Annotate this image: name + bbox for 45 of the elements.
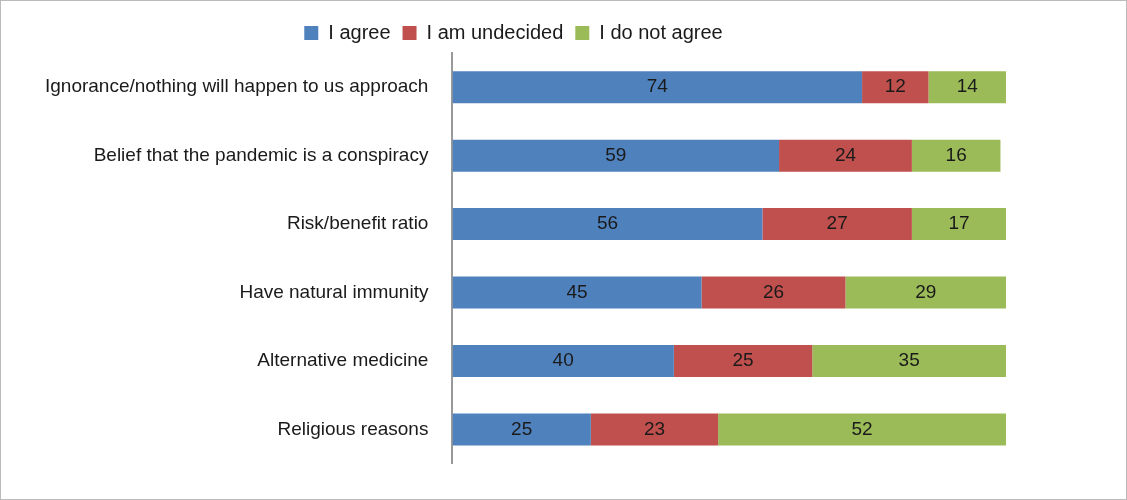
bar: [673, 344, 813, 377]
data-label: 17: [948, 212, 970, 234]
bar: [452, 276, 702, 309]
data-label: 14: [956, 75, 979, 97]
bar: [779, 139, 912, 172]
data-label: 35: [898, 349, 920, 371]
bar: [452, 208, 763, 241]
bar: [590, 413, 719, 446]
data-label: 27: [826, 212, 848, 234]
data-label: 59: [605, 143, 627, 165]
data-label: 26: [762, 280, 785, 302]
data-label: 56: [596, 212, 619, 234]
bar: [452, 413, 591, 446]
y-tick-label: Risk/benefit ratio: [286, 212, 429, 234]
data-label: 16: [945, 143, 967, 165]
y-tick-label: Belief that the pandemic is a conspiracy: [93, 143, 429, 165]
y-tick-label: Have natural immunity: [239, 280, 429, 302]
data-label: 45: [566, 280, 588, 302]
bar: [452, 71, 863, 104]
bar: [911, 139, 1001, 172]
bar: [701, 276, 846, 309]
data-label: 23: [643, 417, 666, 439]
data-label: 52: [851, 417, 873, 439]
bar: [452, 344, 674, 377]
bar: [812, 344, 1006, 377]
y-tick-label: Alternative medicine: [257, 349, 429, 371]
data-label: 74: [646, 75, 669, 97]
data-label: 12: [884, 75, 906, 97]
y-tick-label: Religious reasons: [277, 417, 429, 439]
bar: [928, 71, 1006, 104]
legend-label: I am undecided: [426, 20, 564, 43]
bar: [862, 71, 929, 104]
legend-label: I agree: [328, 20, 391, 43]
data-label: 25: [732, 349, 754, 371]
data-label: 29: [915, 280, 937, 302]
bar: [762, 208, 912, 241]
data-label: 25: [511, 417, 533, 439]
bar: [845, 276, 1006, 309]
bar: [718, 413, 1006, 446]
data-label: 40: [552, 349, 574, 371]
legend-label: I do not agree: [599, 20, 723, 43]
bar: [911, 208, 1006, 241]
bar: [452, 139, 780, 172]
y-tick-label: Ignorance/nothing will happen to us approach: [44, 75, 429, 97]
data-label: 24: [834, 143, 857, 165]
